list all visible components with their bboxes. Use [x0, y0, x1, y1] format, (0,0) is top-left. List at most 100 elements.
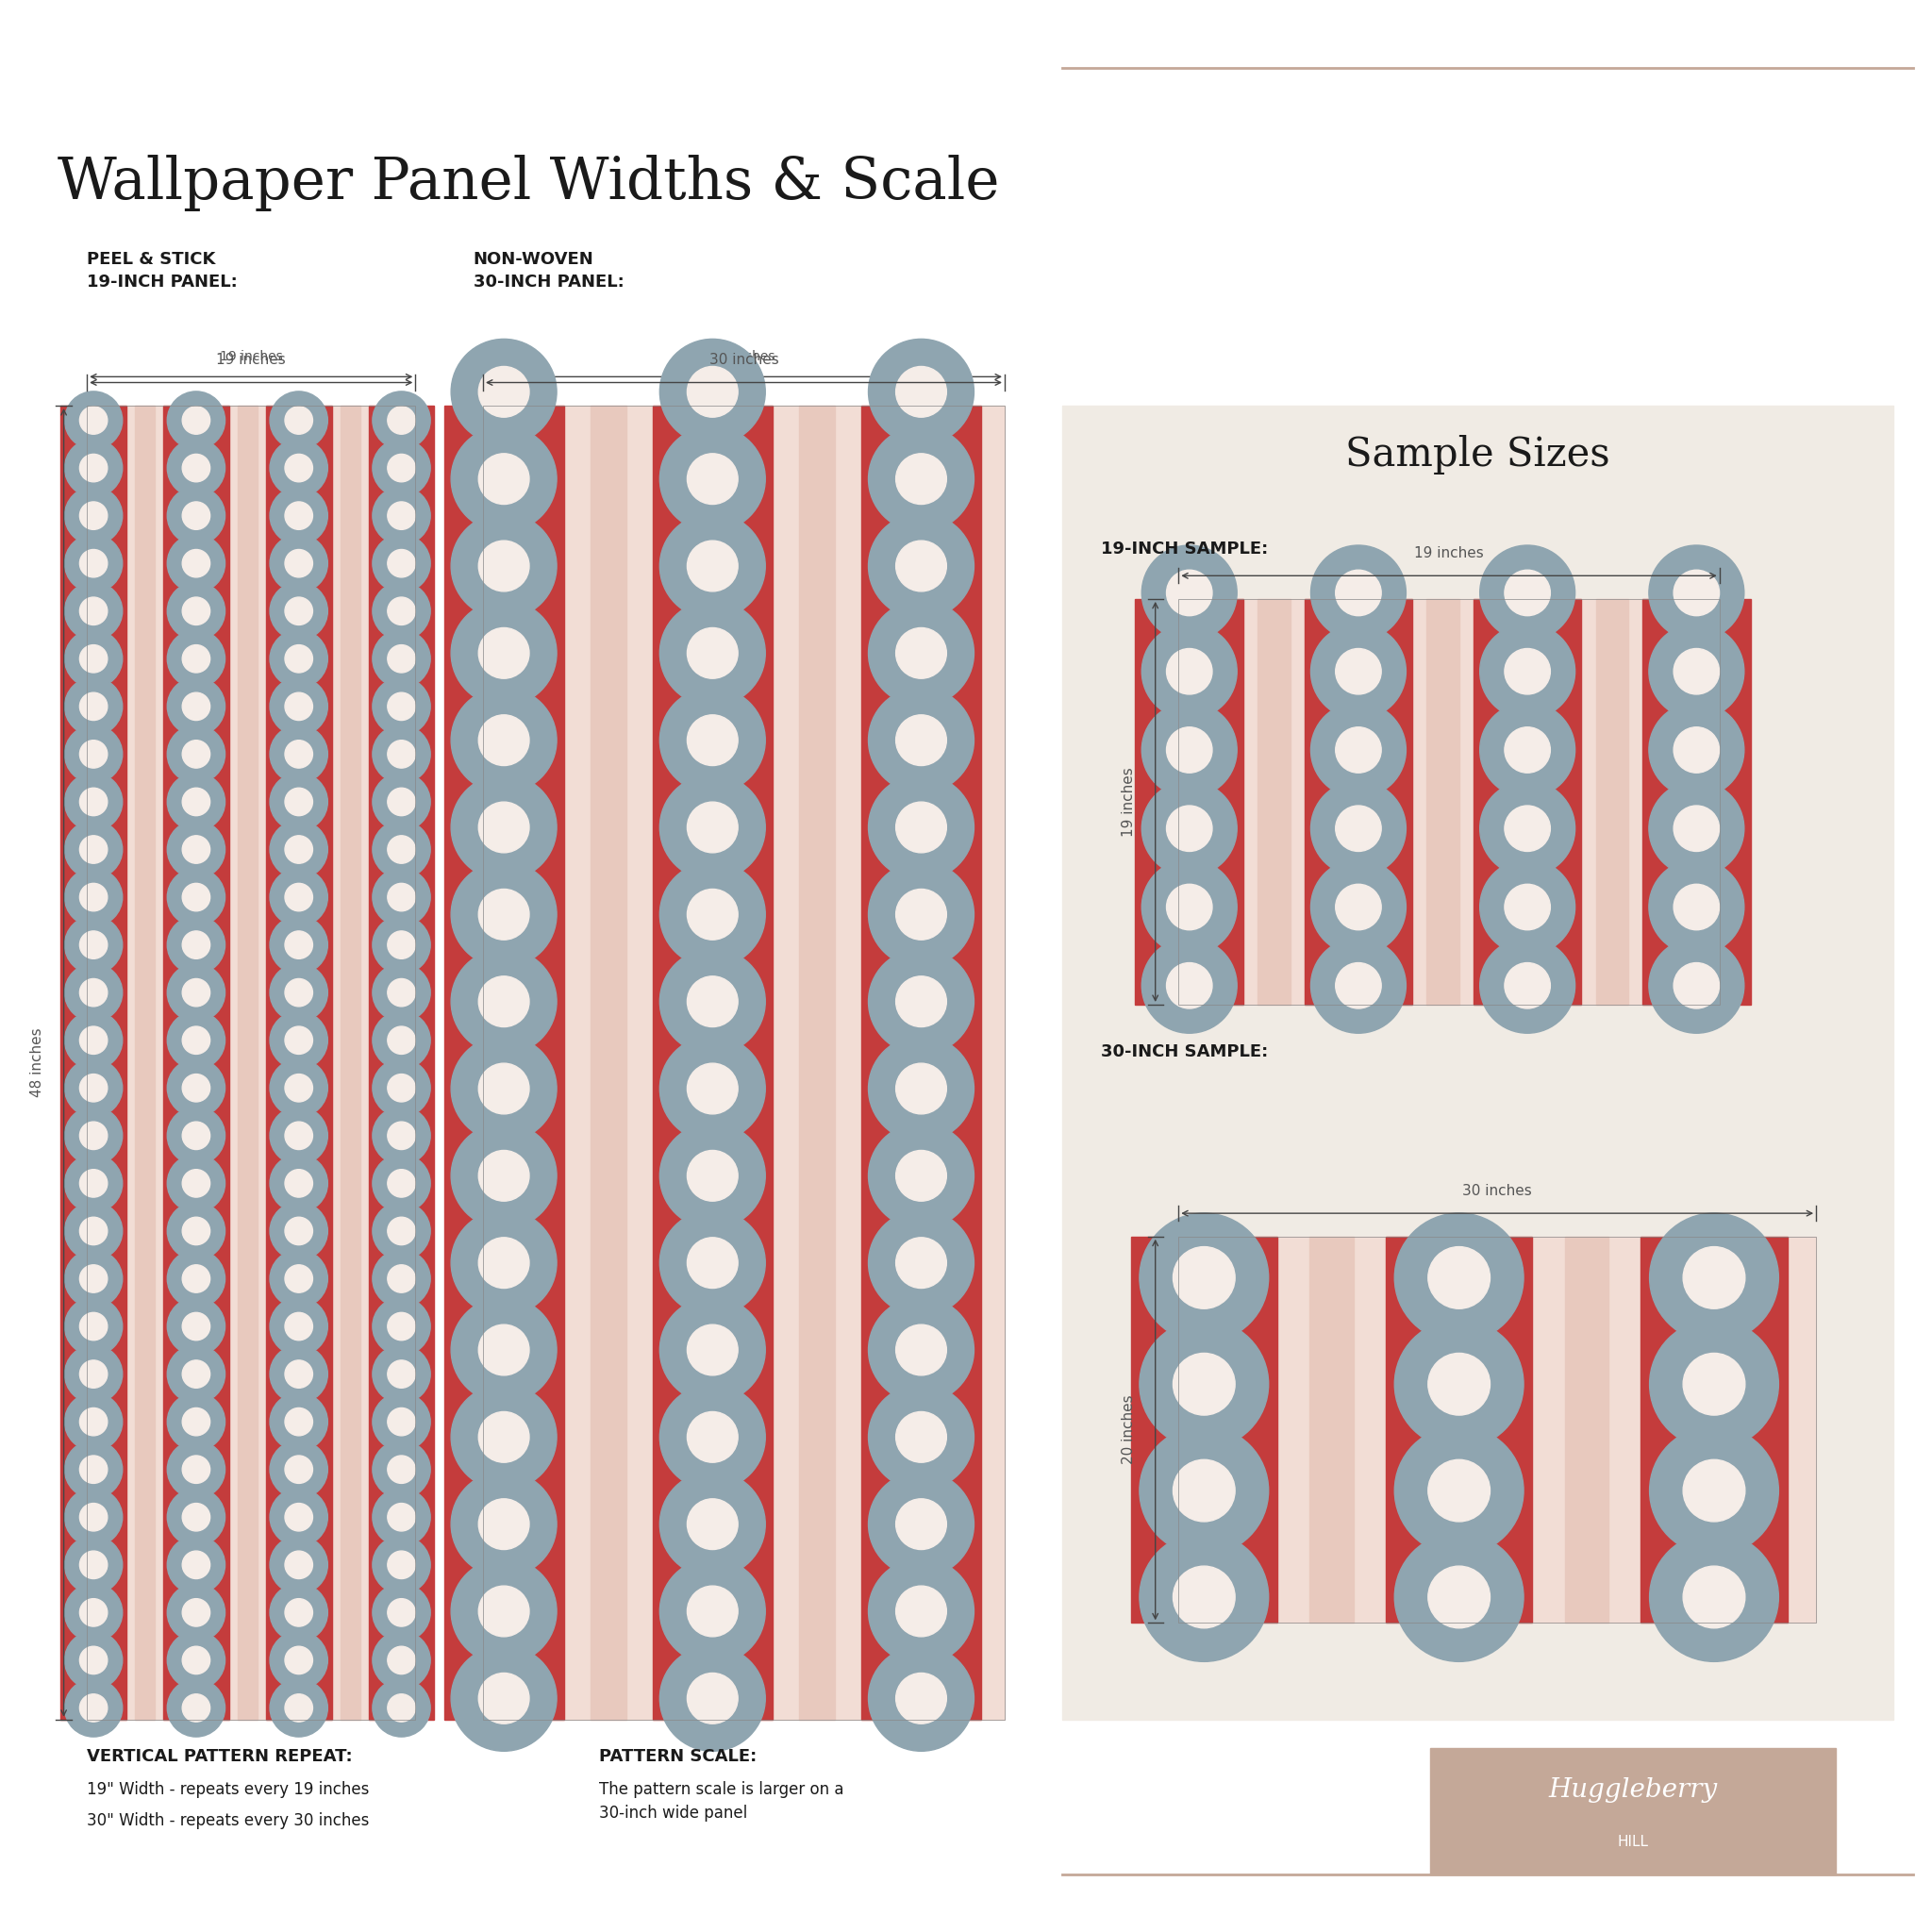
Circle shape	[1505, 885, 1549, 929]
Circle shape	[1480, 545, 1575, 641]
Circle shape	[688, 1412, 738, 1463]
Circle shape	[1140, 1213, 1269, 1343]
Bar	[1136, 599, 1244, 1005]
Circle shape	[373, 867, 431, 925]
Circle shape	[450, 1296, 556, 1403]
Circle shape	[1505, 570, 1549, 616]
Circle shape	[64, 724, 122, 782]
Circle shape	[659, 338, 765, 444]
Circle shape	[79, 1598, 108, 1627]
Circle shape	[479, 1325, 529, 1376]
Circle shape	[1140, 1320, 1269, 1449]
Circle shape	[450, 338, 556, 444]
Circle shape	[1428, 1246, 1490, 1308]
Circle shape	[168, 867, 224, 925]
Bar	[238, 406, 257, 1719]
Circle shape	[1173, 1352, 1235, 1414]
Circle shape	[182, 1265, 211, 1293]
Circle shape	[373, 1155, 431, 1211]
Circle shape	[64, 1107, 122, 1165]
Circle shape	[867, 1646, 974, 1750]
Circle shape	[284, 883, 313, 912]
Circle shape	[79, 740, 108, 769]
Circle shape	[388, 1694, 415, 1721]
Circle shape	[182, 645, 211, 672]
Circle shape	[64, 867, 122, 925]
Circle shape	[688, 715, 738, 765]
Circle shape	[284, 1646, 313, 1675]
Circle shape	[1650, 1213, 1779, 1343]
Circle shape	[1173, 1567, 1235, 1629]
Circle shape	[284, 1503, 313, 1530]
Circle shape	[1167, 885, 1211, 929]
Circle shape	[182, 1312, 211, 1341]
Circle shape	[388, 1122, 415, 1150]
Circle shape	[659, 949, 765, 1055]
Circle shape	[896, 1063, 947, 1115]
Circle shape	[270, 1441, 328, 1499]
Circle shape	[373, 1488, 431, 1546]
Circle shape	[896, 1238, 947, 1289]
Text: NON-WOVEN
30-INCH PANEL:: NON-WOVEN 30-INCH PANEL:	[473, 251, 624, 290]
Circle shape	[659, 775, 765, 881]
Circle shape	[896, 1325, 947, 1376]
Circle shape	[1648, 703, 1745, 798]
Circle shape	[284, 1169, 313, 1198]
Circle shape	[659, 1296, 765, 1403]
Circle shape	[479, 802, 529, 852]
Circle shape	[270, 630, 328, 688]
Circle shape	[388, 1551, 415, 1578]
Circle shape	[182, 837, 211, 864]
Circle shape	[182, 1026, 211, 1055]
Circle shape	[168, 1679, 224, 1737]
Circle shape	[896, 1499, 947, 1549]
Circle shape	[1683, 1246, 1745, 1308]
Circle shape	[1648, 939, 1745, 1034]
Circle shape	[388, 1360, 415, 1387]
Circle shape	[896, 1586, 947, 1636]
Circle shape	[79, 1694, 108, 1721]
Circle shape	[1673, 649, 1719, 694]
Circle shape	[1683, 1352, 1745, 1414]
Circle shape	[688, 1238, 738, 1289]
Circle shape	[1310, 624, 1406, 719]
Circle shape	[688, 1673, 738, 1723]
Circle shape	[896, 802, 947, 852]
Circle shape	[284, 406, 313, 435]
Bar	[1179, 599, 1719, 1005]
Circle shape	[373, 1298, 431, 1356]
Circle shape	[79, 1169, 108, 1198]
Circle shape	[1173, 1461, 1235, 1522]
Circle shape	[450, 1559, 556, 1663]
Bar	[1596, 599, 1629, 1005]
Circle shape	[450, 1036, 556, 1142]
Circle shape	[79, 980, 108, 1007]
Circle shape	[373, 724, 431, 782]
Circle shape	[284, 1312, 313, 1341]
Text: The pattern scale is larger on a
30-inch wide panel: The pattern scale is larger on a 30-inch…	[599, 1781, 844, 1822]
Circle shape	[64, 1441, 122, 1499]
Circle shape	[1505, 806, 1549, 852]
Circle shape	[896, 715, 947, 765]
Circle shape	[867, 1472, 974, 1577]
Circle shape	[659, 1036, 765, 1142]
Circle shape	[284, 692, 313, 721]
Text: 48 inches: 48 inches	[31, 1028, 44, 1097]
Circle shape	[373, 535, 431, 593]
Circle shape	[64, 1631, 122, 1689]
Circle shape	[1648, 860, 1745, 954]
Circle shape	[373, 1202, 431, 1260]
Circle shape	[182, 549, 211, 578]
Circle shape	[659, 688, 765, 792]
Circle shape	[284, 788, 313, 815]
Circle shape	[1140, 1532, 1269, 1662]
Circle shape	[284, 502, 313, 529]
Circle shape	[1310, 545, 1406, 641]
Circle shape	[182, 1455, 211, 1484]
Circle shape	[182, 1598, 211, 1627]
Circle shape	[284, 1360, 313, 1387]
Circle shape	[1428, 1567, 1490, 1629]
Text: 19 inches: 19 inches	[1122, 767, 1136, 837]
Circle shape	[168, 1631, 224, 1689]
Circle shape	[450, 1209, 556, 1316]
